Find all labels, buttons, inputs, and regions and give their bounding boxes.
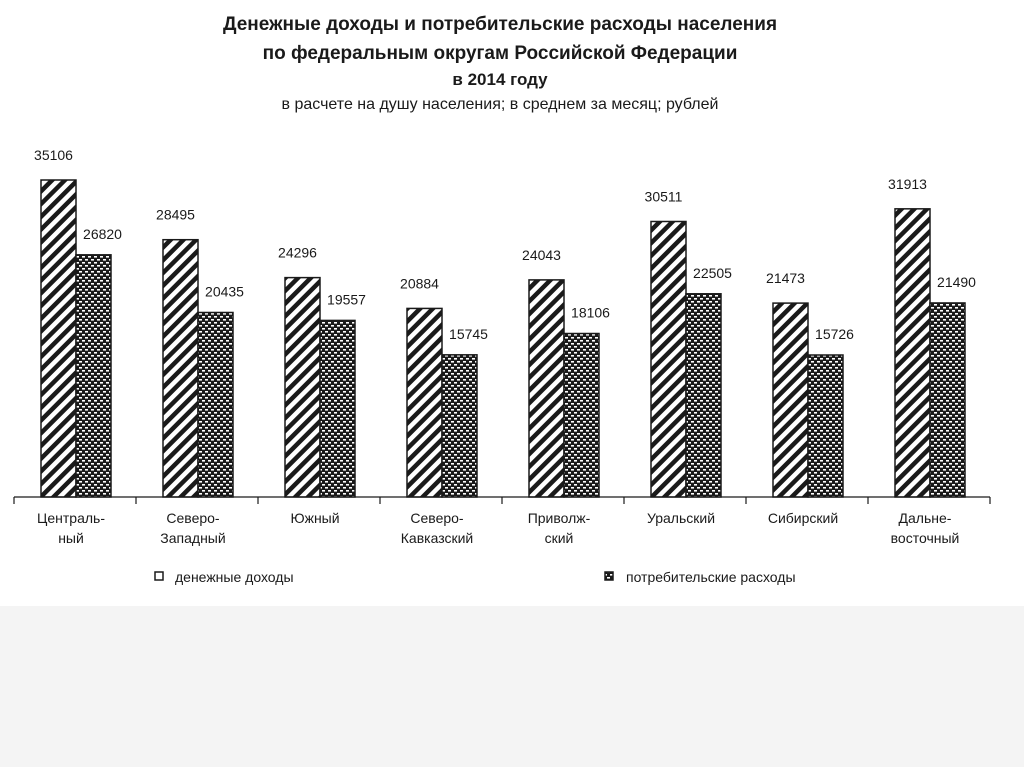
value-label-expense: 18106: [571, 305, 610, 321]
bar-expense: [75, 254, 112, 498]
category-label: Сибирский: [768, 510, 838, 526]
bar-income: [650, 220, 687, 498]
value-label-expense: 15745: [449, 326, 488, 342]
bar-expense: [929, 302, 966, 498]
title-block: Денежные доходы и потребительские расход…: [0, 10, 1000, 118]
chart-title: Денежные доходы и потребительские расход…: [222, 14, 778, 35]
category-label: Южный: [290, 510, 339, 526]
bar-income: [162, 238, 199, 498]
bars-layer: [40, 179, 966, 498]
value-label-income: 35106: [34, 147, 73, 163]
value-label-expense: 20435: [205, 283, 244, 299]
value-label-income: 24296: [278, 245, 317, 261]
value-label-income: 21473: [766, 270, 805, 286]
value-label-income: 28495: [156, 207, 195, 223]
value-label-income: 30511: [645, 188, 683, 204]
value-label-expense: 22505: [693, 265, 732, 281]
category-label: Дальне-восточный: [891, 510, 960, 546]
bar-expense: [685, 293, 722, 498]
chart-title-line2: по федеральным округам Российской Федера…: [262, 43, 738, 64]
bar-expense: [563, 332, 600, 498]
value-label-expense: 15726: [815, 326, 854, 342]
axis-layer: Централь-ный Северо-Западный Южный Северо-К…: [13, 496, 991, 546]
value-labels-layer: 35106 26820 28495 20435 24296 19557 20884 15745…: [34, 147, 976, 342]
bar-income: [772, 302, 809, 498]
legend-label-income: денежные доходы: [175, 569, 294, 585]
bar-income: [894, 208, 931, 498]
value-label-expense: 21490: [937, 274, 976, 290]
category-label: Северо-Западный: [160, 510, 225, 546]
value-label-expense: 19557: [327, 291, 366, 307]
value-label-expense: 26820: [83, 226, 122, 242]
value-label-income: 20884: [400, 275, 439, 291]
legend-swatch-expense: [604, 571, 614, 581]
bar-income: [40, 179, 77, 498]
bar-expense: [441, 354, 478, 498]
bar-income: [528, 279, 565, 498]
bar-income: [284, 276, 321, 498]
bar-expense: [807, 354, 844, 498]
legend-swatch-income: [154, 571, 164, 581]
bar-expense: [197, 311, 234, 498]
bar-income: [406, 307, 443, 498]
legend: денежные доходы потребительские расходы: [154, 569, 796, 585]
category-label: Централь-ный: [37, 510, 105, 546]
chart-subtitle: в расчете на душу населения; в среднем з…: [281, 96, 719, 113]
value-label-income: 24043: [522, 247, 561, 263]
category-label: Северо-Кавказский: [401, 510, 473, 546]
bottom-band: [0, 606, 1024, 767]
category-label: Уральский: [647, 510, 715, 526]
bar-expense: [319, 319, 356, 498]
category-label: Приволж-ский: [528, 510, 591, 546]
chart-title-line3: в 2014 году: [452, 70, 548, 89]
legend-label-expense: потребительские расходы: [626, 569, 796, 585]
value-label-income: 31913: [888, 176, 927, 192]
